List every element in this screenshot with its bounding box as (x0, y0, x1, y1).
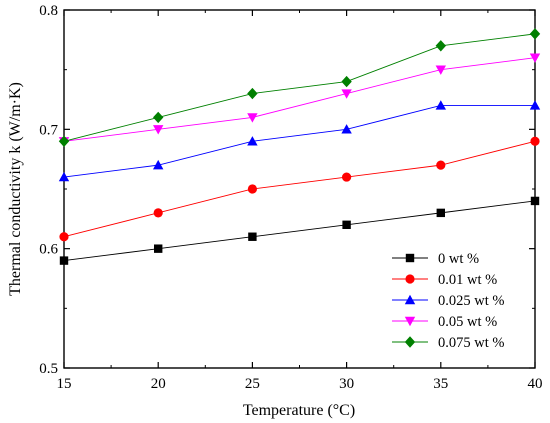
series-line (63, 140, 536, 238)
legend-label: 0.05 wt % (438, 314, 497, 330)
data-point (59, 256, 69, 265)
data-point (59, 232, 69, 242)
data-point (341, 124, 352, 134)
series-line (63, 200, 536, 262)
data-point (58, 171, 70, 182)
data-point (247, 136, 258, 146)
y-axis: 0.5 0.6 0.7 0.8 (39, 3, 535, 377)
series-3 (58, 53, 541, 147)
data-point (153, 125, 164, 135)
data-point (436, 208, 445, 218)
y-tick-label: 0.6 (39, 242, 58, 258)
series-4 (58, 28, 541, 147)
x-tick-label: 15 (57, 376, 72, 392)
data-point (153, 208, 163, 218)
legend-item: 0.05 wt % (392, 314, 497, 330)
legend-item: 0.025 wt % (392, 293, 504, 309)
y-tick-label: 0.8 (39, 3, 58, 19)
legend-item: 0.075 wt % (392, 335, 504, 351)
data-point (341, 89, 352, 99)
data-point (435, 40, 446, 52)
data-point (436, 160, 446, 170)
x-axis-title: Temperature (°C) (243, 402, 355, 419)
x-axis: 15 20 25 30 35 40 (57, 10, 543, 392)
data-point (248, 232, 257, 241)
y-axis-title: Thermal conductivity k (W/m·K) (7, 82, 24, 296)
legend: 0 wt % 0.01 wt % 0.025 wt % 0.05 wt % 0.075 … (392, 251, 504, 351)
data-point (342, 172, 352, 182)
series-line (63, 57, 536, 142)
data-point (153, 159, 164, 170)
legend-label: 0.025 wt % (438, 293, 504, 309)
y-tick-label: 0.7 (39, 122, 58, 138)
data-point (435, 65, 446, 75)
x-tick-label: 20 (151, 376, 166, 392)
data-point (58, 135, 70, 147)
series-line (63, 33, 536, 142)
legend-item: 0.01 wt % (392, 272, 497, 288)
x-tick-label: 25 (245, 376, 260, 392)
legend-item: 0 wt % (392, 251, 479, 267)
y-tick-label: 0.5 (39, 361, 58, 377)
data-point (529, 53, 541, 63)
data-point (154, 244, 163, 253)
data-point (341, 75, 352, 88)
series-0 (59, 196, 540, 265)
data-point (530, 136, 540, 146)
data-point (247, 113, 258, 123)
legend-marker (404, 316, 416, 327)
data-point (247, 184, 257, 194)
legend-label: 0 wt % (438, 251, 479, 267)
legend-marker (405, 253, 415, 263)
series-layer (58, 28, 541, 265)
data-point (529, 28, 541, 40)
x-tick-label: 35 (433, 376, 448, 392)
x-tick-label: 30 (339, 376, 354, 392)
series-line (63, 105, 535, 178)
data-point (530, 196, 540, 206)
legend-label: 0.075 wt % (438, 335, 504, 351)
legend-marker (404, 294, 416, 305)
series-2 (58, 100, 541, 182)
data-point (342, 220, 351, 229)
legend-marker (405, 274, 415, 284)
data-point (435, 100, 446, 110)
legend-label: 0.01 wt % (438, 272, 497, 288)
series-1 (59, 136, 540, 242)
x-tick-label: 40 (528, 376, 543, 392)
data-point (247, 87, 258, 100)
data-point (153, 111, 164, 124)
legend-marker (404, 336, 416, 348)
data-point (529, 100, 541, 110)
